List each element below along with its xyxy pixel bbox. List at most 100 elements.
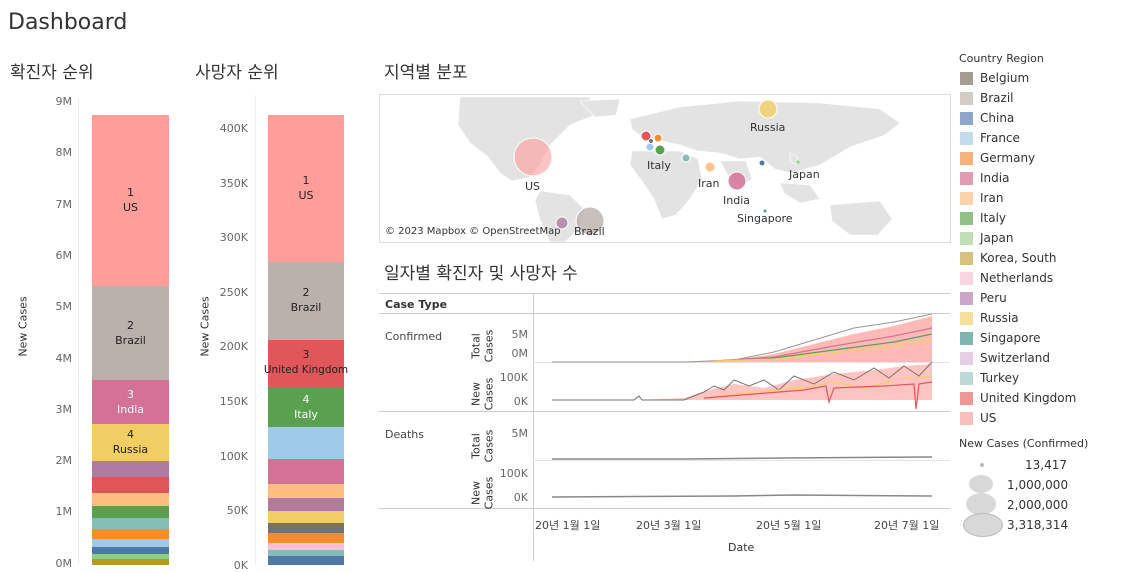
legend-swatch: [960, 311, 973, 325]
legend-item[interactable]: Brazil: [960, 88, 1014, 108]
axis-tick: 0K: [233, 558, 248, 572]
confirmed-stacked-bar[interactable]: 1 US 2 Brazil 3 India 4 Russia: [92, 115, 169, 565]
bubble-india: [727, 171, 747, 191]
country-name: United Kingdom: [263, 364, 349, 376]
bubble-belgium: [649, 139, 653, 143]
bar-segment[interactable]: [92, 529, 169, 539]
legend-swatch: [960, 371, 973, 385]
rank-number: 3: [302, 349, 310, 361]
bubble-turkey: [681, 153, 691, 163]
world-map[interactable]: Russia US Italy Iran India Japan Singapo…: [379, 94, 951, 243]
line-total: [713, 333, 933, 362]
axis-tick: 350K: [219, 176, 248, 190]
rank-number: 4: [302, 393, 310, 406]
legend-item[interactable]: Peru: [960, 288, 1007, 308]
bar-segment-india[interactable]: [92, 380, 169, 424]
legend-item[interactable]: India: [960, 168, 1009, 188]
legend-item[interactable]: China: [960, 108, 1014, 128]
size-label: 1,000,000: [1007, 478, 1069, 492]
bar-segment[interactable]: [92, 554, 169, 559]
country-name: Brazil: [290, 301, 322, 314]
bar-segment[interactable]: [92, 547, 169, 554]
bar-segment[interactable]: [268, 533, 344, 543]
size-label: 3,318,314: [1007, 518, 1069, 532]
tick: 100K: [499, 467, 528, 480]
bar-segment[interactable]: [92, 539, 169, 547]
axis-tick: 100K: [219, 449, 248, 463]
legend-item[interactable]: Belgium: [960, 68, 1029, 88]
bubble-singapore: [763, 209, 767, 213]
bar-segment[interactable]: [268, 523, 344, 533]
size-legend-title: New Cases (Confirmed): [959, 437, 1089, 450]
bar-segment[interactable]: [268, 427, 344, 459]
bar-segment[interactable]: [92, 506, 169, 518]
bar-segment[interactable]: [92, 461, 169, 477]
x-tick: 20년 3월 1일: [636, 519, 702, 532]
daily-lines-svg[interactable]: [534, 314, 950, 508]
legend-item[interactable]: US: [960, 408, 996, 428]
legend-item[interactable]: Turkey: [960, 368, 1019, 388]
bar-segment[interactable]: [92, 518, 169, 529]
bar-segment[interactable]: [268, 498, 344, 511]
legend-item[interactable]: United Kingdom: [960, 388, 1076, 408]
axis-tick: 250K: [219, 285, 248, 299]
axis-tick: 50K: [226, 504, 248, 518]
map-label-india: India: [723, 194, 750, 207]
bar-segment-brazil[interactable]: [268, 262, 344, 340]
bar-segment[interactable]: [268, 511, 344, 523]
bar-segment[interactable]: [268, 459, 344, 484]
legend-label: Italy: [980, 211, 1007, 225]
bar-segment-russia[interactable]: [92, 424, 169, 461]
country-name: India: [117, 403, 144, 416]
bar-segment[interactable]: [268, 484, 344, 498]
country-name: US: [122, 201, 139, 214]
legend-item[interactable]: Korea, South: [960, 248, 1057, 268]
legend-swatch: [960, 271, 973, 285]
legend-item[interactable]: Iran: [960, 188, 1003, 208]
bar-segment-united-kingdom[interactable]: [268, 340, 344, 388]
legend-item[interactable]: Italy: [960, 208, 1006, 228]
bar-segment-italy[interactable]: [268, 388, 344, 427]
tick: 5M: [511, 427, 529, 440]
country-name: Italy: [294, 408, 318, 421]
bar-label-1: 1 US: [92, 185, 169, 215]
death-stacked-bar[interactable]: 1 US 2 Brazil 3 United Kingdom 4 Italy: [264, 115, 348, 565]
legend-title: Country Region: [959, 52, 1044, 65]
axis-tick: 6M: [55, 248, 73, 262]
legend-item[interactable]: Switzerland: [960, 348, 1050, 368]
x-tick: 20년 7월 1일: [874, 519, 940, 532]
map-label-us: US: [525, 180, 541, 193]
legend-label: Singapore: [980, 331, 1041, 345]
legend-label: India: [980, 171, 1010, 185]
rank-number: 2: [302, 286, 310, 299]
legend-item[interactable]: Germany: [960, 148, 1035, 168]
bar-segment[interactable]: [92, 493, 169, 506]
bar-segment[interactable]: [268, 556, 344, 565]
tick: 5M: [511, 328, 529, 341]
legend-swatch: [960, 391, 973, 405]
bubble-france: [645, 142, 655, 152]
bar-segment[interactable]: [92, 559, 169, 565]
legend-item[interactable]: France: [960, 128, 1020, 148]
legend-item[interactable]: Japan: [960, 228, 1013, 248]
legend-swatch: [960, 71, 973, 85]
axis-tick: 3M: [55, 402, 73, 416]
bar-segment-us[interactable]: [92, 115, 169, 286]
bubble-china: [759, 160, 765, 166]
legend-label: Belgium: [980, 71, 1030, 85]
axis-tick: 4M: [55, 351, 73, 365]
bar-segment[interactable]: [268, 543, 344, 550]
line-deaths-new: [551, 494, 933, 498]
legend-item[interactable]: Netherlands: [960, 268, 1053, 288]
bar-segment[interactable]: [268, 550, 344, 556]
line-new: [703, 381, 933, 410]
tick: 0M: [511, 347, 529, 360]
legend-swatch: [960, 351, 973, 365]
legend-swatch: [960, 151, 973, 165]
legend-item[interactable]: Singapore: [960, 328, 1041, 348]
legend-item[interactable]: Russia: [960, 308, 1019, 328]
map-attribution[interactable]: © 2023 Mapbox © OpenStreetMap: [385, 226, 561, 237]
bar-segment-brazil[interactable]: [92, 286, 169, 380]
bar-segment[interactable]: [92, 477, 169, 493]
bar-segment-us[interactable]: [268, 115, 344, 262]
